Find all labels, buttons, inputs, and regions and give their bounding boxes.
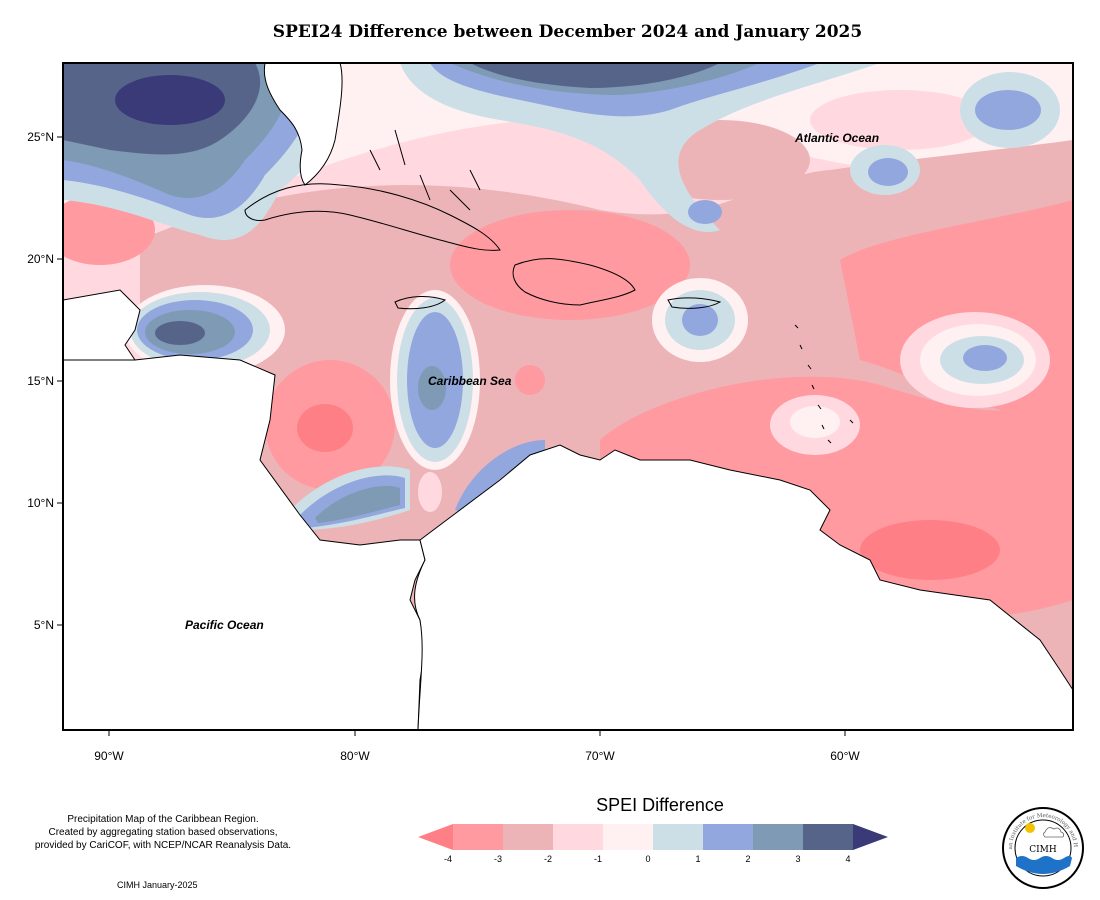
field-strong-hispaniola bbox=[450, 210, 690, 320]
field-pr-1 bbox=[682, 304, 718, 336]
legend-title: SPEI Difference bbox=[596, 795, 724, 815]
field-col-2 bbox=[418, 366, 446, 410]
field-core-west bbox=[297, 404, 353, 452]
legend-tick-label: 3 bbox=[795, 854, 800, 864]
field-east-1 bbox=[963, 345, 1007, 371]
legend-tick-label: 1 bbox=[695, 854, 700, 864]
credit-line-3: provided by CariCOF, with NCEP/NCAR Rean… bbox=[34, 840, 292, 851]
legend-tick-label: 2 bbox=[745, 854, 750, 864]
legend-tick-label: -1 bbox=[594, 854, 602, 864]
land-florida bbox=[263, 63, 343, 186]
lon-label-80: 80°W bbox=[340, 749, 370, 763]
field-pos-n-3 bbox=[470, 63, 720, 88]
legend-tick-label: -2 bbox=[544, 854, 552, 864]
lat-label-20: 20°N bbox=[27, 252, 54, 266]
land-jamaica bbox=[394, 296, 447, 310]
field-pos-atl-1 bbox=[868, 158, 908, 186]
label-caribbean-sea: Caribbean Sea bbox=[428, 374, 512, 388]
land-hispaniola bbox=[512, 258, 636, 306]
field-pos-nw-core bbox=[115, 75, 225, 125]
sun-icon bbox=[1025, 823, 1035, 833]
label-pacific-ocean: Pacific Ocean bbox=[185, 618, 264, 632]
latitude-labels: 25°N 20°N 15°N 10°N 5°N bbox=[27, 130, 54, 632]
legend-swatch bbox=[503, 824, 554, 850]
waves-icon bbox=[1016, 856, 1072, 874]
longitude-labels: 90°W 80°W 70°W 60°W bbox=[94, 749, 860, 763]
legend-tick-label: 4 bbox=[845, 854, 850, 864]
field-pos-small bbox=[688, 200, 722, 224]
land bbox=[63, 63, 1073, 730]
field-sw-3 bbox=[455, 440, 545, 515]
legend-swatch bbox=[653, 824, 704, 850]
legend-tick-label: -4 bbox=[444, 854, 452, 864]
lon-label-70: 70°W bbox=[585, 749, 615, 763]
lat-label-5: 5°N bbox=[34, 618, 54, 632]
region-labels: Atlantic Ocean Caribbean Sea Pacific Oce… bbox=[185, 131, 879, 632]
legend-swatch bbox=[603, 824, 654, 850]
legend-swatch bbox=[453, 824, 504, 850]
legend-tick-labels: -4 -3 -2 -1 0 1 2 3 4 bbox=[444, 854, 851, 864]
land-bahamas bbox=[369, 129, 481, 211]
field-pos-ne-1 bbox=[975, 90, 1041, 130]
legend-swatch bbox=[553, 824, 604, 850]
field-pos-n-outer bbox=[400, 63, 880, 232]
lat-label-10: 10°N bbox=[27, 496, 54, 510]
field-spot bbox=[515, 365, 545, 395]
legend-arrow-high bbox=[853, 824, 888, 850]
legend-tick-label: -3 bbox=[494, 854, 502, 864]
land-mexico bbox=[63, 289, 141, 361]
legend-arrow-low bbox=[418, 824, 453, 850]
legend-tick-label: 0 bbox=[645, 854, 650, 864]
lat-label-15: 15°N bbox=[27, 374, 54, 388]
field-light-ne bbox=[810, 90, 990, 150]
land-cuba bbox=[244, 183, 501, 251]
field-hn-3 bbox=[155, 321, 205, 345]
map-frame bbox=[62, 62, 1074, 731]
page-title: SPEI24 Difference between December 2024 … bbox=[272, 22, 863, 42]
credit-line-2: Created by aggregating station based obs… bbox=[48, 827, 278, 838]
field-antilles-neutral bbox=[790, 406, 840, 438]
land-lesser-antilles bbox=[794, 324, 854, 444]
longitude-ticks bbox=[108, 730, 846, 736]
logo-text: CIMH bbox=[1029, 845, 1057, 855]
lon-label-90: 90°W bbox=[94, 749, 124, 763]
label-atlantic-ocean: Atlantic Ocean bbox=[794, 131, 879, 145]
lon-label-60: 60°W bbox=[830, 749, 860, 763]
credit-date: CIMH January-2025 bbox=[117, 880, 198, 890]
field-sw-light bbox=[418, 472, 442, 512]
legend-colorbar bbox=[418, 824, 888, 850]
legend-swatch bbox=[703, 824, 754, 850]
cloud-icon bbox=[1043, 827, 1065, 838]
land-puerto-rico bbox=[667, 297, 722, 309]
field-core-southeast bbox=[860, 520, 1000, 580]
lat-label-25: 25°N bbox=[27, 130, 54, 144]
field-sw-2 bbox=[315, 485, 400, 523]
credit-note: Precipitation Map of the Caribbean Regio… bbox=[8, 813, 318, 852]
legend-swatch bbox=[753, 824, 804, 850]
legend-swatch bbox=[803, 824, 854, 850]
latitude-ticks bbox=[57, 136, 63, 626]
credit-line-1: Precipitation Map of the Caribbean Regio… bbox=[67, 814, 259, 825]
